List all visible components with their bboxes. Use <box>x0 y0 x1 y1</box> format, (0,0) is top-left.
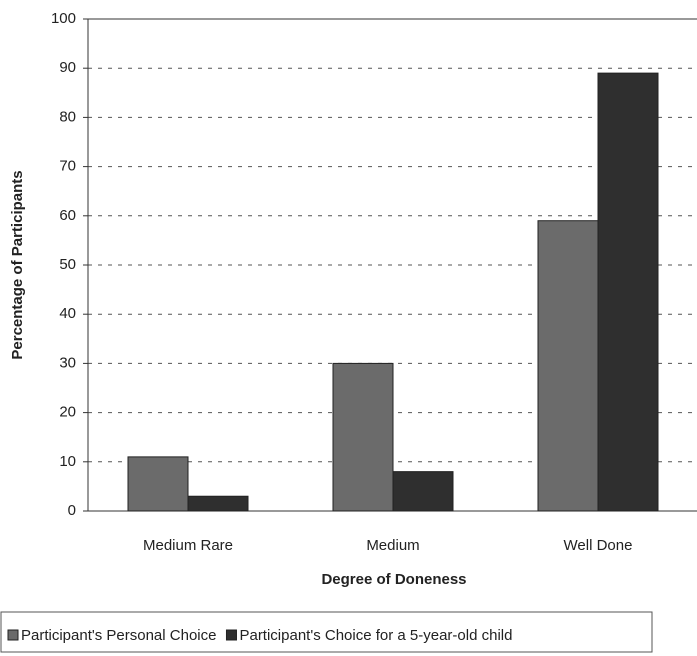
x-tick-label: Well Done <box>564 537 633 554</box>
y-tick-label: 30 <box>59 354 76 371</box>
bar <box>537 220 599 512</box>
legend-swatch <box>225 629 237 641</box>
y-tick-label: 10 <box>59 453 76 470</box>
y-tick-label: 60 <box>59 207 76 224</box>
bar <box>392 471 454 512</box>
x-tick-label: Medium <box>366 537 419 554</box>
y-tick-label: 90 <box>59 59 76 76</box>
y-axis-label: Percentage of Participants <box>9 170 26 359</box>
x-tick-label: Medium Rare <box>143 537 233 554</box>
bar <box>127 456 189 512</box>
legend-box <box>0 611 653 653</box>
bar <box>597 72 659 512</box>
bar <box>187 495 249 512</box>
y-tick-label: 100 <box>51 10 76 27</box>
bar <box>332 362 394 512</box>
y-tick-label: 50 <box>59 256 76 273</box>
legend-label: Participant's Personal Choice <box>21 627 216 644</box>
y-tick-label: 80 <box>59 108 76 125</box>
x-axis-label: Degree of Doneness <box>321 571 466 588</box>
y-tick-label: 40 <box>59 305 76 322</box>
y-tick-label: 0 <box>68 502 76 519</box>
legend-swatch <box>7 629 19 641</box>
legend-label: Participant's Choice for a 5-year-old ch… <box>239 627 512 644</box>
y-tick-label: 20 <box>59 404 76 421</box>
y-tick-label: 70 <box>59 158 76 175</box>
